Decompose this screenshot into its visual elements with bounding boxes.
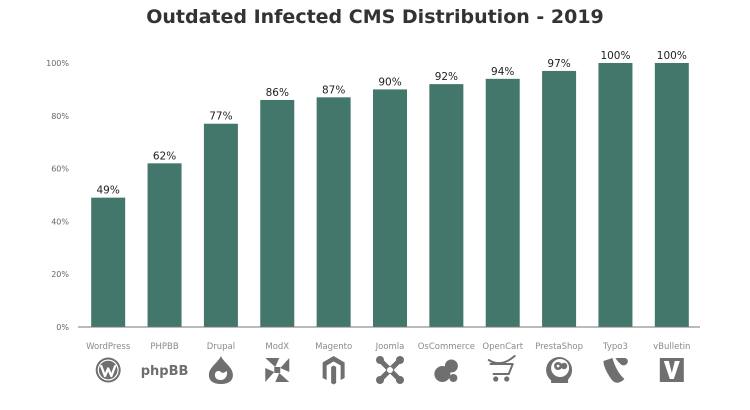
typo3-logo-icon (603, 358, 628, 383)
bar-phpbb (147, 163, 182, 327)
data-label: 87% (322, 84, 345, 96)
bar-drupal (203, 123, 238, 327)
bar-typo3 (598, 63, 633, 327)
data-label: 62% (153, 150, 176, 162)
modx-logo-icon (265, 358, 290, 382)
joomla-logo-icon (376, 356, 404, 384)
phpbb-logo-text: phpBB (141, 364, 189, 379)
wordpress-logo-icon (95, 357, 121, 383)
phpbb-logo-icon: phpBB (141, 364, 189, 379)
bar-opencart (485, 78, 520, 327)
x-axis: WordPress PHPBB Drupal ModX Magento Joomla OsC… (86, 342, 690, 352)
x-tick-label: Drupal (207, 342, 235, 352)
data-label: 77% (209, 111, 232, 123)
data-label: 92% (435, 71, 458, 83)
bar-modx (260, 99, 295, 328)
y-tick-label: 60% (51, 165, 69, 174)
bar-vbulletin (654, 63, 689, 327)
x-tick-label: OpenCart (482, 342, 523, 352)
data-label: 97% (547, 58, 570, 70)
x-tick-label: Magento (315, 342, 352, 352)
y-tick-label: 20% (51, 270, 69, 279)
prestashop-logo-icon (546, 357, 573, 383)
drupal-logo-icon (208, 356, 233, 384)
bar-series (91, 63, 689, 328)
data-label: 90% (378, 76, 401, 88)
x-tick-label: Joomla (375, 342, 405, 352)
bar-oscommerce (429, 84, 464, 328)
y-tick-label: 100% (46, 59, 69, 68)
x-tick-label: PHPBB (150, 342, 178, 352)
y-tick-label: 80% (51, 112, 69, 121)
chart-title: Outdated Infected CMS Distribution - 201… (146, 6, 604, 28)
y-axis: 0% 20% 40% 60% 80% 100% (46, 59, 69, 332)
data-label: 49% (97, 185, 120, 197)
data-labels: 49% 62% 77% 86% 87% 90% 92% 94% 97% 100% 100% (97, 50, 687, 197)
magento-logo-icon (322, 356, 345, 385)
vbulletin-logo-icon (659, 358, 684, 382)
bar-prestashop (542, 70, 577, 328)
opencart-logo-icon (487, 355, 516, 382)
y-tick-label: 0% (56, 323, 69, 332)
data-label: 100% (600, 50, 630, 62)
bar-joomla (373, 89, 407, 328)
x-tick-label: vBulletin (653, 342, 690, 352)
data-label: 100% (657, 50, 687, 62)
y-tick-label: 40% (51, 217, 69, 226)
x-tick-label: Typo3 (602, 342, 628, 352)
x-tick-label: WordPress (86, 342, 131, 352)
oscommerce-logo-icon (434, 359, 458, 382)
x-tick-label: ModX (265, 342, 289, 352)
bar-magento (316, 97, 351, 327)
cms-logos: phpBB (95, 355, 684, 385)
x-tick-label: PrestaShop (535, 342, 583, 352)
data-label: 86% (266, 87, 289, 99)
x-tick-label: OsCommerce (418, 342, 475, 352)
bar-wordpress (91, 197, 126, 327)
data-label: 94% (491, 66, 514, 78)
